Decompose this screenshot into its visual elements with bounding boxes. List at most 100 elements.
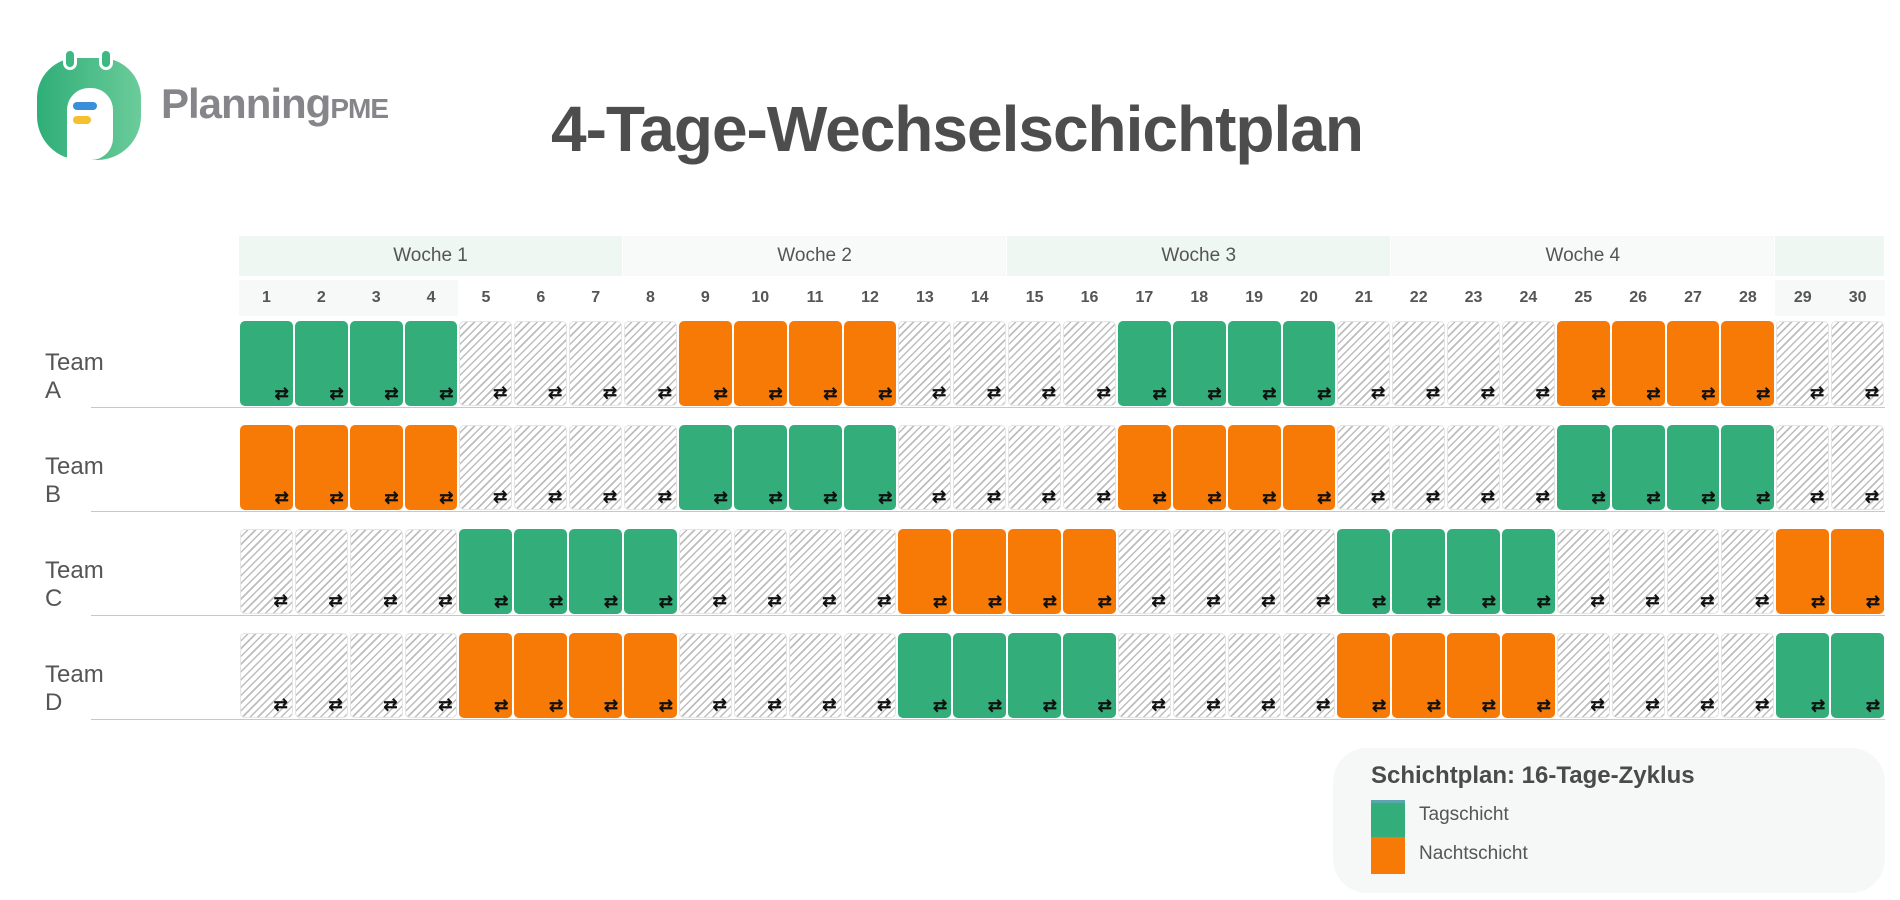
off-day-cell[interactable]: ⇄ [788, 633, 842, 718]
off-day-cell[interactable]: ⇄ [1502, 321, 1555, 406]
night-shift-cell[interactable]: ⇄ [1447, 633, 1500, 718]
day-shift-cell[interactable]: ⇄ [1776, 633, 1830, 718]
off-day-cell[interactable]: ⇄ [678, 633, 732, 718]
off-day-cell[interactable]: ⇄ [1611, 633, 1665, 718]
off-day-cell[interactable]: ⇄ [1227, 633, 1281, 718]
night-shift-cell[interactable]: ⇄ [953, 529, 1007, 614]
off-day-cell[interactable]: ⇄ [1392, 425, 1446, 510]
off-day-cell[interactable]: ⇄ [843, 529, 897, 614]
off-day-cell[interactable]: ⇄ [569, 321, 623, 406]
night-shift-cell[interactable]: ⇄ [1172, 425, 1226, 510]
day-shift-cell[interactable]: ⇄ [1666, 425, 1720, 510]
day-shift-cell[interactable]: ⇄ [459, 529, 513, 614]
off-day-cell[interactable]: ⇄ [1063, 321, 1116, 406]
off-day-cell[interactable]: ⇄ [459, 321, 513, 406]
day-shift-cell[interactable]: ⇄ [404, 321, 458, 406]
off-day-cell[interactable]: ⇄ [898, 425, 952, 510]
off-day-cell[interactable]: ⇄ [843, 633, 897, 718]
off-day-cell[interactable]: ⇄ [733, 529, 787, 614]
night-shift-cell[interactable]: ⇄ [1392, 633, 1446, 718]
day-shift-cell[interactable]: ⇄ [678, 425, 732, 510]
day-shift-cell[interactable]: ⇄ [1831, 633, 1885, 718]
day-shift-cell[interactable]: ⇄ [1392, 529, 1446, 614]
day-shift-cell[interactable]: ⇄ [1008, 633, 1062, 718]
night-shift-cell[interactable]: ⇄ [514, 633, 568, 718]
off-day-cell[interactable]: ⇄ [1666, 529, 1720, 614]
night-shift-cell[interactable]: ⇄ [1502, 633, 1555, 718]
night-shift-cell[interactable]: ⇄ [569, 633, 623, 718]
day-shift-cell[interactable]: ⇄ [843, 425, 897, 510]
off-day-cell[interactable]: ⇄ [1502, 425, 1555, 510]
day-shift-cell[interactable]: ⇄ [240, 321, 293, 406]
off-day-cell[interactable]: ⇄ [1117, 529, 1171, 614]
off-day-cell[interactable]: ⇄ [1282, 633, 1336, 718]
night-shift-cell[interactable]: ⇄ [1227, 425, 1281, 510]
off-day-cell[interactable]: ⇄ [1556, 529, 1610, 614]
off-day-cell[interactable]: ⇄ [294, 633, 348, 718]
day-shift-cell[interactable]: ⇄ [898, 633, 952, 718]
night-shift-cell[interactable]: ⇄ [240, 425, 293, 510]
off-day-cell[interactable]: ⇄ [898, 321, 952, 406]
day-shift-cell[interactable]: ⇄ [1172, 321, 1226, 406]
day-shift-cell[interactable]: ⇄ [788, 425, 842, 510]
off-day-cell[interactable]: ⇄ [1776, 425, 1830, 510]
night-shift-cell[interactable]: ⇄ [843, 321, 897, 406]
off-day-cell[interactable]: ⇄ [349, 633, 403, 718]
night-shift-cell[interactable]: ⇄ [1063, 529, 1116, 614]
day-shift-cell[interactable]: ⇄ [1556, 425, 1610, 510]
off-day-cell[interactable]: ⇄ [459, 425, 513, 510]
off-day-cell[interactable]: ⇄ [1831, 425, 1885, 510]
off-day-cell[interactable]: ⇄ [1172, 633, 1226, 718]
day-shift-cell[interactable]: ⇄ [733, 425, 787, 510]
off-day-cell[interactable]: ⇄ [1227, 529, 1281, 614]
off-day-cell[interactable]: ⇄ [1337, 321, 1391, 406]
off-day-cell[interactable]: ⇄ [1611, 529, 1665, 614]
day-shift-cell[interactable]: ⇄ [1337, 529, 1391, 614]
day-shift-cell[interactable]: ⇄ [1063, 633, 1116, 718]
day-shift-cell[interactable]: ⇄ [569, 529, 623, 614]
night-shift-cell[interactable]: ⇄ [349, 425, 403, 510]
off-day-cell[interactable]: ⇄ [569, 425, 623, 510]
night-shift-cell[interactable]: ⇄ [624, 633, 677, 718]
off-day-cell[interactable]: ⇄ [514, 321, 568, 406]
off-day-cell[interactable]: ⇄ [624, 321, 677, 406]
off-day-cell[interactable]: ⇄ [349, 529, 403, 614]
night-shift-cell[interactable]: ⇄ [1337, 633, 1391, 718]
off-day-cell[interactable]: ⇄ [1556, 633, 1610, 718]
day-shift-cell[interactable]: ⇄ [953, 633, 1007, 718]
day-shift-cell[interactable]: ⇄ [514, 529, 568, 614]
night-shift-cell[interactable]: ⇄ [898, 529, 952, 614]
night-shift-cell[interactable]: ⇄ [788, 321, 842, 406]
off-day-cell[interactable]: ⇄ [240, 633, 293, 718]
day-shift-cell[interactable]: ⇄ [349, 321, 403, 406]
off-day-cell[interactable]: ⇄ [1008, 321, 1062, 406]
off-day-cell[interactable]: ⇄ [1008, 425, 1062, 510]
night-shift-cell[interactable]: ⇄ [733, 321, 787, 406]
off-day-cell[interactable]: ⇄ [624, 425, 677, 510]
night-shift-cell[interactable]: ⇄ [1282, 425, 1336, 510]
day-shift-cell[interactable]: ⇄ [624, 529, 677, 614]
night-shift-cell[interactable]: ⇄ [1666, 321, 1720, 406]
night-shift-cell[interactable]: ⇄ [294, 425, 348, 510]
night-shift-cell[interactable]: ⇄ [1556, 321, 1610, 406]
off-day-cell[interactable]: ⇄ [1831, 321, 1885, 406]
day-shift-cell[interactable]: ⇄ [1227, 321, 1281, 406]
off-day-cell[interactable]: ⇄ [1776, 321, 1830, 406]
day-shift-cell[interactable]: ⇄ [1282, 321, 1336, 406]
night-shift-cell[interactable]: ⇄ [1117, 425, 1171, 510]
day-shift-cell[interactable]: ⇄ [1117, 321, 1171, 406]
day-shift-cell[interactable]: ⇄ [1447, 529, 1500, 614]
day-shift-cell[interactable]: ⇄ [294, 321, 348, 406]
day-shift-cell[interactable]: ⇄ [1721, 425, 1775, 510]
off-day-cell[interactable]: ⇄ [953, 425, 1007, 510]
off-day-cell[interactable]: ⇄ [1337, 425, 1391, 510]
off-day-cell[interactable]: ⇄ [678, 529, 732, 614]
off-day-cell[interactable]: ⇄ [404, 633, 458, 718]
night-shift-cell[interactable]: ⇄ [1008, 529, 1062, 614]
off-day-cell[interactable]: ⇄ [294, 529, 348, 614]
off-day-cell[interactable]: ⇄ [1447, 321, 1500, 406]
day-shift-cell[interactable]: ⇄ [1502, 529, 1555, 614]
night-shift-cell[interactable]: ⇄ [1776, 529, 1830, 614]
night-shift-cell[interactable]: ⇄ [1831, 529, 1885, 614]
off-day-cell[interactable]: ⇄ [733, 633, 787, 718]
